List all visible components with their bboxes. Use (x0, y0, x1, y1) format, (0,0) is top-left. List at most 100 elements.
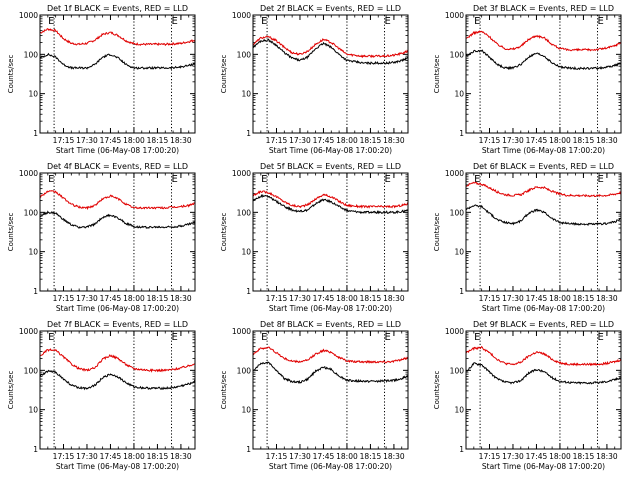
y-tick-label: 10 (454, 248, 464, 257)
x-tick-label: 18:00 (549, 452, 571, 461)
y-tick-label: 1 (246, 445, 251, 454)
x-tick-label: 17:15 (53, 294, 75, 303)
y-tick-label: 10 (454, 90, 464, 99)
y-axis-label: Counts/sec (433, 213, 441, 252)
series-line-lld (39, 348, 196, 373)
series-line-events (252, 193, 408, 215)
x-tick-label: 17:15 (53, 136, 75, 145)
x-tick-label: 17:15 (266, 452, 288, 461)
series-line-lld (465, 30, 622, 52)
plot-frame (252, 172, 409, 292)
series-line-events (465, 204, 622, 227)
series-line-events (39, 369, 196, 391)
y-tick-label: 10 (28, 90, 38, 99)
event-annotation: E (385, 332, 391, 343)
y-tick-label: 1 (246, 287, 251, 296)
event-annotation: E (48, 174, 54, 185)
y-tick-label: 1 (246, 129, 251, 138)
x-tick-label: 17:45 (100, 136, 122, 145)
x-tick-label: 18:15 (360, 294, 382, 303)
event-annotation: E (261, 16, 267, 27)
plot-frame (465, 330, 622, 450)
x-tick-label: 18:15 (147, 294, 169, 303)
x-tick-label: 17:30 (76, 294, 98, 303)
panel-title: Det 2f BLACK = Events, RED = LLD (260, 4, 401, 13)
event-annotation: E (261, 332, 267, 343)
panel-7: Det 7f BLACK = Events, RED = LLD 1 10 100 10… (7, 320, 196, 471)
y-tick-label: 10 (241, 248, 251, 257)
y-axis-label: Counts/sec (433, 371, 441, 410)
y-tick-label: 1000 (19, 169, 38, 178)
y-tick-label: 100 (450, 50, 465, 59)
x-tick-label: 17:15 (479, 294, 501, 303)
plot-frame (252, 14, 409, 134)
series-line-lld (465, 345, 622, 367)
y-axis-label: Counts/sec (7, 55, 15, 94)
y-tick-label: 1 (33, 287, 38, 296)
x-tick-label: 18:15 (573, 136, 595, 145)
x-axis-label: Start Time (06-May-08 17:00:20) (482, 462, 605, 471)
y-tick-label: 1000 (19, 327, 38, 336)
x-tick-label: 18:00 (123, 136, 145, 145)
y-tick-label: 10 (454, 406, 464, 415)
series-line-events (252, 361, 409, 384)
x-tick-label: 17:15 (479, 452, 501, 461)
series-line-lld (39, 28, 196, 47)
x-axis-label: Start Time (06-May-08 17:00:20) (269, 304, 392, 313)
y-axis-label: Counts/sec (220, 371, 228, 410)
y-tick-label: 100 (450, 208, 465, 217)
x-tick-label: 18:30 (383, 452, 405, 461)
y-axis-label: Counts/sec (220, 55, 228, 94)
event-annotation: E (598, 174, 604, 185)
y-axis-label: Counts/sec (7, 213, 15, 252)
event-annotation: E (474, 332, 480, 343)
x-tick-label: 17:45 (100, 452, 122, 461)
series-line-events (39, 52, 196, 70)
panel-8: Det 8f BLACK = Events, RED = LLD 1 10 100 10… (220, 320, 409, 471)
x-tick-label: 17:30 (289, 136, 311, 145)
series-line-lld (39, 190, 196, 211)
series-line-lld (252, 190, 409, 209)
panel-4: Det 4f BLACK = Events, RED = LLD 1 10 100 10… (7, 162, 196, 313)
x-tick-label: 17:45 (313, 136, 335, 145)
panel-3: Det 3f BLACK = Events, RED = LLD 1 10 100 10… (433, 4, 622, 155)
event-annotation: E (474, 16, 480, 27)
panel-1: Det 1f BLACK = Events, RED = LLD 1 10 100 10… (7, 4, 196, 155)
x-axis-label: Start Time (06-May-08 17:00:20) (269, 146, 392, 155)
x-axis-label: Start Time (06-May-08 17:00:20) (482, 146, 605, 155)
x-tick-label: 17:15 (53, 452, 75, 461)
x-axis-label: Start Time (06-May-08 17:00:20) (56, 146, 179, 155)
x-tick-label: 18:00 (549, 294, 571, 303)
panel-9: Det 9f BLACK = Events, RED = LLD 1 10 100 10… (433, 320, 622, 471)
event-annotation: E (385, 16, 391, 27)
y-tick-label: 1 (459, 445, 464, 454)
panel-title: Det 4f BLACK = Events, RED = LLD (47, 162, 188, 171)
x-tick-label: 18:30 (383, 294, 405, 303)
x-tick-label: 18:30 (170, 136, 192, 145)
event-annotation: E (598, 16, 604, 27)
event-annotation: E (474, 174, 480, 185)
plot-frame (39, 172, 196, 292)
x-tick-label: 17:15 (266, 294, 288, 303)
x-tick-label: 18:15 (360, 452, 382, 461)
x-tick-label: 17:30 (76, 452, 98, 461)
y-tick-label: 100 (237, 208, 252, 217)
x-tick-label: 17:15 (266, 136, 288, 145)
panel-title: Det 5f BLACK = Events, RED = LLD (260, 162, 401, 171)
x-tick-label: 18:30 (170, 452, 192, 461)
event-annotation: E (172, 174, 178, 185)
panel-5: Det 5f BLACK = Events, RED = LLD 1 10 100 10… (220, 162, 409, 313)
x-tick-label: 18:15 (147, 136, 169, 145)
y-tick-label: 1000 (232, 327, 251, 336)
series-line-lld (252, 35, 409, 59)
series-line-lld (465, 181, 622, 198)
x-tick-label: 18:15 (573, 294, 595, 303)
x-tick-label: 17:30 (502, 294, 524, 303)
y-tick-label: 10 (28, 406, 38, 415)
panel-title: Det 9f BLACK = Events, RED = LLD (473, 320, 614, 329)
y-tick-label: 100 (237, 50, 252, 59)
panel-title: Det 3f BLACK = Events, RED = LLD (473, 4, 614, 13)
series-line-events (39, 210, 196, 229)
x-tick-label: 18:00 (123, 452, 145, 461)
